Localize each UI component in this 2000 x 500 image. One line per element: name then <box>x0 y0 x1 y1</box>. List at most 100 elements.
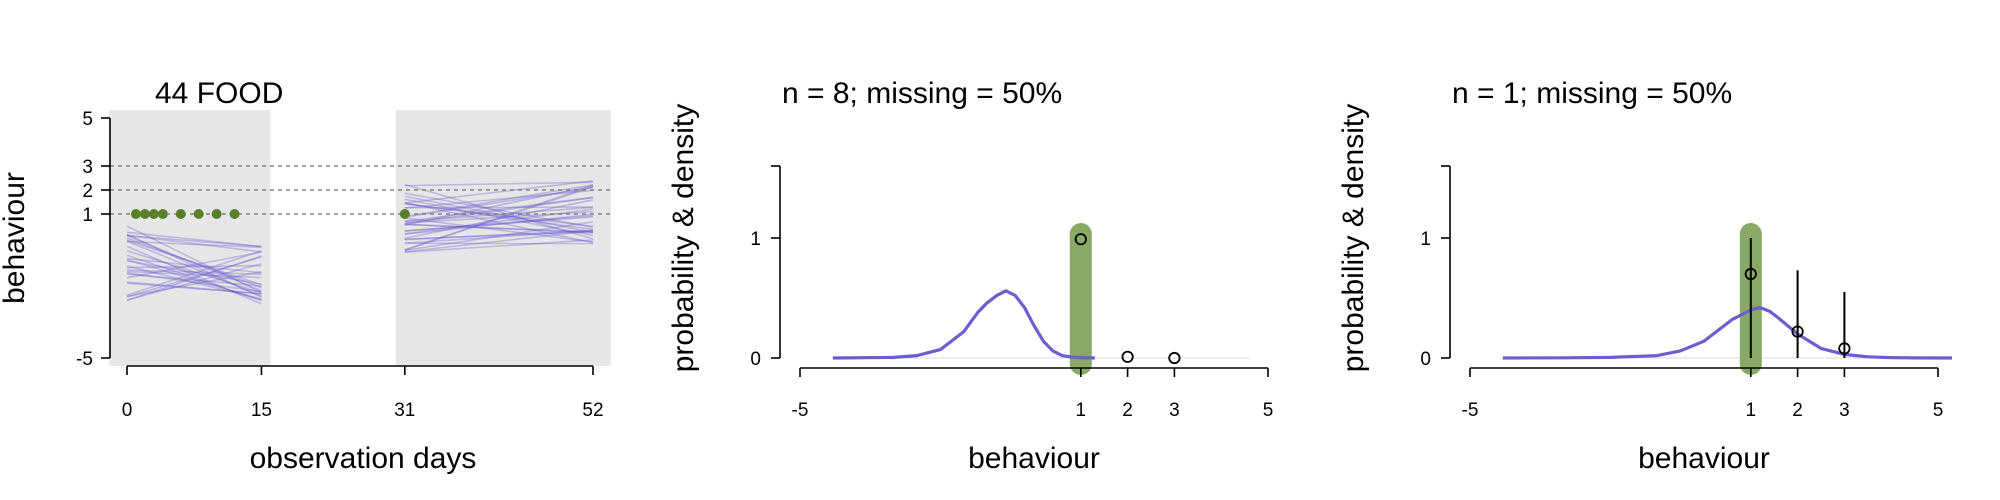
posterior-sample-line <box>126 250 262 296</box>
posterior-sample-line <box>126 265 262 300</box>
probability-point <box>1838 342 1851 355</box>
y-axis-title: probability & density <box>667 104 700 372</box>
posterior-sample-line <box>404 183 594 240</box>
posterior-sample-line <box>404 192 594 229</box>
posterior-sample-line <box>126 260 262 285</box>
posterior-sample-line <box>126 273 262 287</box>
x-tick-label: 5 <box>1933 400 1944 421</box>
probability-point <box>1791 325 1804 338</box>
x-tick-label: 3 <box>1839 400 1850 421</box>
posterior-sample-line <box>404 214 594 232</box>
observed-point <box>399 209 410 219</box>
posterior-sample-line <box>404 181 594 187</box>
y-tick-label: -5 <box>76 349 93 370</box>
posterior-sample-line <box>404 213 594 236</box>
posterior-sample-line <box>404 195 594 234</box>
observed-point <box>130 209 141 219</box>
probability-point <box>1744 267 1757 281</box>
posterior-sample-line <box>404 239 594 253</box>
y-axis-title: probability & density <box>1337 104 1370 372</box>
y-tick-label: 0 <box>1420 349 1431 370</box>
posterior-sample-line <box>126 231 262 248</box>
posterior-sample-line <box>126 272 262 293</box>
posterior-sample-line <box>126 234 262 248</box>
panel-title: n = 8; missing = 50% <box>782 77 1062 110</box>
x-tick-label: 1 <box>1746 400 1757 421</box>
posterior-sample-line <box>126 256 262 298</box>
posterior-sample-line <box>404 217 594 243</box>
probability-point <box>1121 350 1134 363</box>
density-curve <box>832 289 1095 360</box>
posterior-sample-line <box>126 270 262 279</box>
posterior-sample-line <box>126 225 262 294</box>
x-axis-title: behaviour <box>968 442 1100 475</box>
probability-point <box>1168 351 1181 365</box>
shaded-period <box>395 110 611 366</box>
observed-point <box>175 209 186 219</box>
posterior-sample-line <box>404 206 594 209</box>
posterior-sample-line <box>404 185 594 251</box>
x-tick-label: 1 <box>1076 400 1087 421</box>
posterior-sample-line <box>126 240 262 297</box>
y-tick-label: 1 <box>82 205 93 226</box>
posterior-sample-line <box>126 234 262 292</box>
x-tick-label: -5 <box>1462 400 1479 421</box>
posterior-sample-line <box>404 186 594 218</box>
y-tick-label: 1 <box>750 229 761 250</box>
distribution-panel: 0 1 -5 1 2 3 5 n = 1; missing = 50% behaviour pro… <box>1337 77 1953 475</box>
posterior-sample-line <box>404 201 594 244</box>
posterior-sample-line <box>126 239 262 286</box>
posterior-sample-line <box>126 254 262 302</box>
posterior-sample-line <box>126 264 262 269</box>
posterior-sample-line <box>404 180 594 204</box>
posterior-sample-line <box>126 245 262 305</box>
y-tick-label: 2 <box>82 181 93 202</box>
posterior-sample-line <box>404 223 594 233</box>
posterior-sample-line <box>404 199 594 240</box>
x-tick-label: 5 <box>1263 400 1274 421</box>
x-tick-label: -5 <box>792 400 809 421</box>
panel-title: n = 1; missing = 50% <box>1452 77 1732 110</box>
posterior-sample-line <box>126 240 262 249</box>
posterior-sample-line <box>404 196 594 223</box>
observed-point <box>211 209 222 219</box>
x-axis-title: behaviour <box>1638 442 1770 475</box>
posterior-sample-line <box>404 184 594 251</box>
observed-point <box>229 209 240 219</box>
posterior-sample-line <box>126 282 262 295</box>
posterior-sample-line <box>126 270 262 298</box>
observed-point <box>193 209 204 219</box>
panel-title: 44 FOOD <box>155 77 283 110</box>
posterior-sample-line <box>126 257 262 274</box>
x-tick-label: 52 <box>582 400 603 421</box>
posterior-sample-line <box>404 229 594 245</box>
posterior-sample-line <box>126 269 262 275</box>
x-tick-label: 15 <box>251 400 272 421</box>
distribution-panel: 0 1 -5 1 2 3 5 n = 8; missing = 50% behaviour pro… <box>667 77 1273 475</box>
y-tick-label: 0 <box>750 349 761 370</box>
density-curve <box>1502 306 1953 360</box>
posterior-sample-line <box>404 206 594 223</box>
posterior-sample-line <box>126 233 262 299</box>
posterior-sample-line <box>404 221 594 252</box>
x-axis-title: observation days <box>250 442 477 475</box>
posterior-sample-line <box>126 262 262 301</box>
posterior-sample-line <box>126 250 262 294</box>
posterior-sample-line <box>404 198 594 237</box>
posterior-sample-line <box>404 203 594 228</box>
shaded-period <box>109 110 271 366</box>
x-tick-label: 2 <box>1792 400 1803 421</box>
x-tick-label: 3 <box>1169 400 1180 421</box>
posterior-sample-line <box>404 230 594 240</box>
posterior-sample-line <box>126 237 262 289</box>
posterior-sample-line <box>404 202 594 231</box>
y-axis-title: behaviour <box>0 172 31 304</box>
posterior-sample-line <box>404 184 594 226</box>
observed-point <box>148 209 159 219</box>
y-tick-label: 5 <box>82 109 93 130</box>
x-tick-label: 0 <box>122 400 133 421</box>
posterior-sample-line <box>404 189 594 209</box>
probability-point <box>1074 233 1087 246</box>
posterior-sample-line <box>126 251 262 279</box>
